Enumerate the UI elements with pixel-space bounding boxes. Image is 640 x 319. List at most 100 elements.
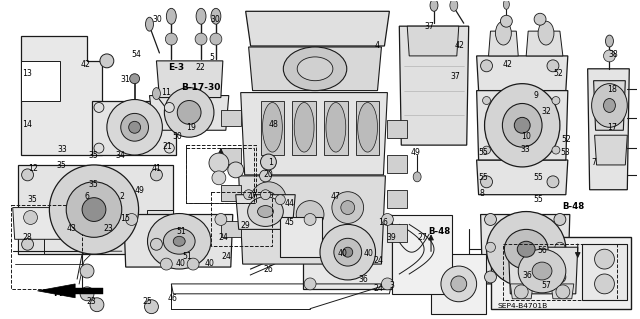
Text: 50: 50 xyxy=(172,132,182,141)
Bar xyxy=(186,145,255,203)
Bar xyxy=(280,218,322,257)
Text: 36: 36 xyxy=(359,275,369,284)
Ellipse shape xyxy=(196,8,206,24)
Ellipse shape xyxy=(260,170,271,182)
Ellipse shape xyxy=(381,278,394,290)
Ellipse shape xyxy=(161,258,172,270)
Polygon shape xyxy=(221,110,241,126)
Text: 47: 47 xyxy=(330,192,340,201)
Polygon shape xyxy=(38,284,75,298)
Ellipse shape xyxy=(145,300,159,314)
Ellipse shape xyxy=(260,154,276,170)
Text: 30: 30 xyxy=(211,15,220,24)
Ellipse shape xyxy=(228,162,244,178)
Text: 46: 46 xyxy=(168,293,178,302)
Text: 23: 23 xyxy=(87,297,97,306)
Ellipse shape xyxy=(484,84,560,167)
Text: 39: 39 xyxy=(386,234,396,242)
Bar xyxy=(490,237,631,309)
Text: B-48: B-48 xyxy=(428,227,451,236)
Text: 14: 14 xyxy=(22,120,32,129)
Ellipse shape xyxy=(164,102,174,112)
Polygon shape xyxy=(147,210,173,254)
Bar xyxy=(260,100,284,155)
Ellipse shape xyxy=(275,195,285,204)
Ellipse shape xyxy=(260,190,271,200)
Text: FR.: FR. xyxy=(53,289,69,298)
Text: 48: 48 xyxy=(268,120,278,129)
Text: 35: 35 xyxy=(28,196,38,204)
Text: 11: 11 xyxy=(161,88,172,97)
Ellipse shape xyxy=(534,13,546,25)
Text: 15: 15 xyxy=(120,214,130,223)
Text: 34: 34 xyxy=(115,151,125,160)
Text: 49: 49 xyxy=(411,148,420,157)
Text: 12: 12 xyxy=(28,164,38,173)
Ellipse shape xyxy=(125,213,138,226)
Text: 38: 38 xyxy=(609,50,619,59)
Ellipse shape xyxy=(294,102,314,152)
Ellipse shape xyxy=(484,213,497,226)
Ellipse shape xyxy=(80,264,94,278)
Ellipse shape xyxy=(334,238,362,266)
Text: 37: 37 xyxy=(451,72,461,81)
Ellipse shape xyxy=(164,88,214,137)
Text: 16: 16 xyxy=(378,218,388,226)
Ellipse shape xyxy=(500,15,512,27)
Ellipse shape xyxy=(595,249,614,269)
Ellipse shape xyxy=(481,176,493,188)
Polygon shape xyxy=(221,185,241,201)
Ellipse shape xyxy=(94,143,104,153)
Text: 21: 21 xyxy=(163,142,173,151)
Polygon shape xyxy=(221,148,241,164)
Ellipse shape xyxy=(430,0,438,11)
Text: 41: 41 xyxy=(151,164,161,173)
Ellipse shape xyxy=(129,121,141,133)
Text: 10: 10 xyxy=(520,132,531,141)
Ellipse shape xyxy=(80,287,94,301)
Text: 35: 35 xyxy=(56,161,66,170)
Ellipse shape xyxy=(481,60,493,72)
Ellipse shape xyxy=(150,169,163,181)
Text: 54: 54 xyxy=(132,50,141,59)
Polygon shape xyxy=(399,26,468,145)
Polygon shape xyxy=(387,225,407,242)
Polygon shape xyxy=(595,135,627,165)
Ellipse shape xyxy=(260,192,276,208)
Polygon shape xyxy=(124,214,233,267)
Polygon shape xyxy=(13,208,77,239)
Text: B-48: B-48 xyxy=(563,202,585,211)
Bar xyxy=(292,100,316,155)
Polygon shape xyxy=(246,11,389,46)
Polygon shape xyxy=(510,284,533,299)
Text: 24: 24 xyxy=(219,234,228,242)
Text: 3: 3 xyxy=(390,281,395,290)
Ellipse shape xyxy=(49,165,139,254)
Text: 55: 55 xyxy=(478,148,488,157)
Text: 24: 24 xyxy=(373,256,383,264)
Text: 32: 32 xyxy=(541,107,551,116)
Ellipse shape xyxy=(90,298,104,312)
Ellipse shape xyxy=(343,247,353,257)
Ellipse shape xyxy=(486,211,566,287)
Text: 33: 33 xyxy=(521,145,531,154)
Ellipse shape xyxy=(554,213,566,226)
Ellipse shape xyxy=(326,102,346,152)
Ellipse shape xyxy=(304,213,316,226)
Ellipse shape xyxy=(165,33,177,45)
Text: 42: 42 xyxy=(503,60,513,69)
Ellipse shape xyxy=(486,242,495,252)
Polygon shape xyxy=(387,190,407,208)
Ellipse shape xyxy=(495,21,511,45)
Ellipse shape xyxy=(413,172,421,182)
Polygon shape xyxy=(477,56,568,91)
Text: 52: 52 xyxy=(554,69,563,78)
Ellipse shape xyxy=(604,99,616,112)
Text: E-3: E-3 xyxy=(168,63,184,72)
Ellipse shape xyxy=(341,201,355,214)
Text: 53: 53 xyxy=(561,148,570,157)
Text: 17: 17 xyxy=(607,123,617,132)
Ellipse shape xyxy=(483,146,490,154)
Ellipse shape xyxy=(547,176,559,188)
Ellipse shape xyxy=(210,33,222,45)
